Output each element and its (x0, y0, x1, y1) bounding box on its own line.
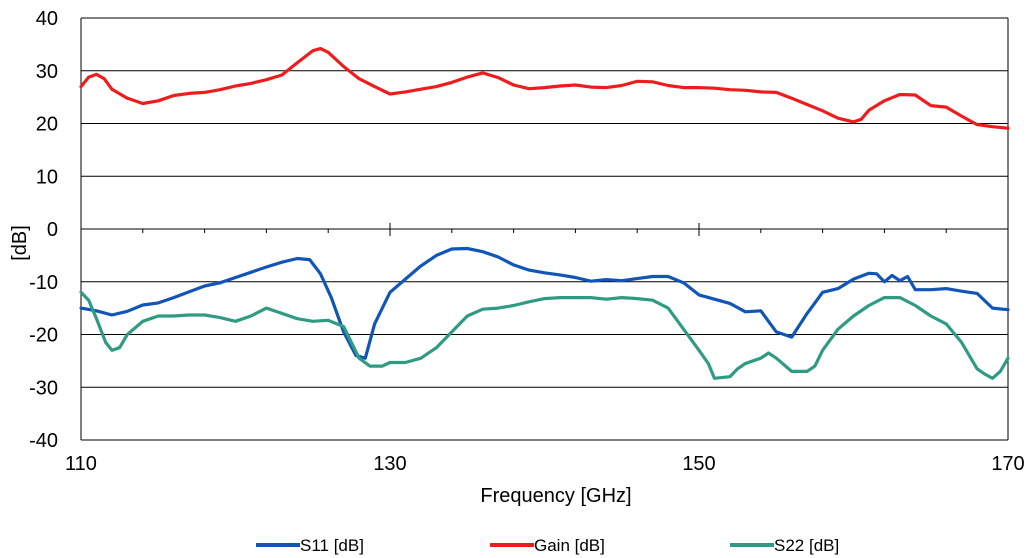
series-line-gain-db (79, 46, 1010, 130)
x-axis-title: Frequency [GHz] (480, 485, 631, 507)
y-axis-title: [dB] (9, 225, 31, 261)
plot-frame (80, 18, 1009, 440)
gridlines (81, 17, 1008, 441)
y-tick-label: 30 (36, 61, 58, 83)
y-tick-label: 10 (36, 166, 58, 188)
x-tick-label: 110 (65, 453, 97, 475)
y-tick-label: -20 (29, 325, 58, 347)
x-tick-label: 130 (373, 453, 406, 475)
y-tick-label: -40 (29, 430, 58, 452)
y-tick-label: 0 (47, 219, 58, 241)
y-tick-label: 40 (36, 8, 58, 30)
legend-label-s11-db: S11 [dB] (300, 536, 364, 555)
series-lines (79, 46, 1010, 380)
legend-label-s22-db: S22 [dB] (774, 536, 839, 555)
legend-label-gain-db: Gain [dB] (534, 536, 605, 555)
x-tick-label: 170 (991, 453, 1024, 475)
series-line-s22-db (79, 290, 1010, 380)
tick-labels: 40 30 20 10 0 -10 -20 -30 -40 110 130 150 170 (29, 8, 1025, 475)
series-line-s11-db (79, 246, 1010, 360)
y-tick-label: -30 (29, 377, 58, 399)
legend: S11 [dB] Gain [dB] S22 [dB] (256, 536, 839, 555)
y-tick-label: -10 (29, 272, 58, 294)
y-tick-label: 20 (36, 114, 58, 136)
x-tick-label: 150 (682, 453, 715, 475)
